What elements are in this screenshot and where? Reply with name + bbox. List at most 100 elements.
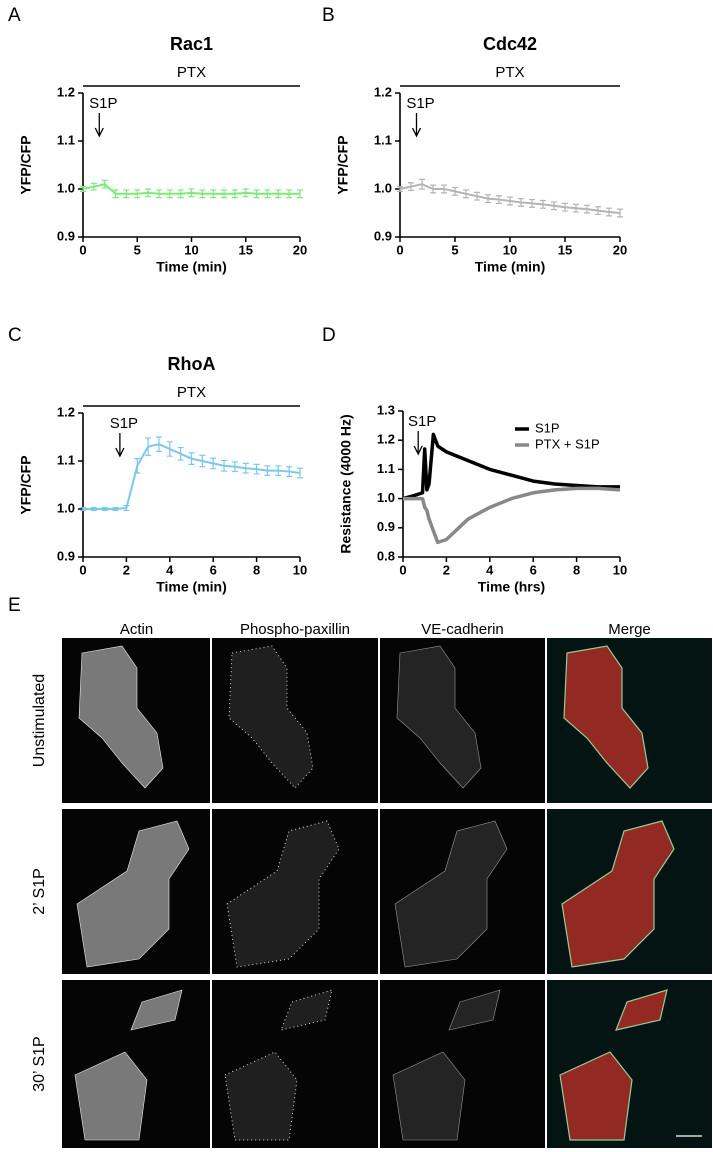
cell-shape bbox=[561, 820, 675, 968]
cell bbox=[448, 989, 501, 1031]
micrograph bbox=[380, 638, 545, 803]
series-line bbox=[83, 443, 301, 510]
x-axis-label: Time (min) bbox=[156, 579, 227, 595]
arrow-head bbox=[411, 127, 422, 138]
micrograph bbox=[212, 809, 378, 974]
column-label: VE-cadherin bbox=[421, 621, 504, 638]
y-tick-label: 1.2 bbox=[57, 404, 75, 419]
cell bbox=[78, 645, 164, 789]
x-tick-label: 0 bbox=[79, 242, 86, 257]
cell bbox=[394, 820, 508, 968]
stimulus-label: S1P bbox=[110, 415, 138, 432]
cell bbox=[563, 645, 649, 789]
x-tick-label: 6 bbox=[530, 562, 537, 577]
cell bbox=[130, 989, 183, 1031]
y-tick-label: 1.2 bbox=[377, 432, 395, 447]
cell bbox=[561, 820, 675, 968]
x-tick-label: 10 bbox=[503, 242, 517, 257]
row-label: 2’ S1P bbox=[31, 868, 48, 915]
cell-shape bbox=[392, 1051, 466, 1141]
y-tick-label: 1.1 bbox=[374, 132, 392, 147]
treatment-label: PTX bbox=[177, 384, 206, 401]
cell-shape bbox=[396, 645, 482, 789]
x-tick-label: 10 bbox=[293, 562, 307, 577]
cell bbox=[559, 1051, 633, 1141]
x-tick-label: 5 bbox=[134, 242, 141, 257]
panel-label: E bbox=[8, 595, 21, 616]
x-tick-label: 0 bbox=[396, 242, 403, 257]
cell-shape bbox=[130, 989, 183, 1031]
y-tick-label: 0.9 bbox=[57, 548, 75, 563]
x-tick-label: 8 bbox=[253, 562, 260, 577]
x-tick-label: 10 bbox=[184, 242, 198, 257]
y-tick-label: 1.0 bbox=[57, 500, 75, 515]
series-line bbox=[403, 486, 621, 545]
y-axis-label: YFP/CFP bbox=[18, 135, 34, 194]
cell-shape bbox=[394, 820, 508, 968]
cell-shape bbox=[615, 989, 668, 1031]
column-label: Actin bbox=[120, 621, 153, 638]
y-tick-label: 0.8 bbox=[377, 548, 395, 563]
micrograph bbox=[380, 809, 545, 974]
x-tick-label: 6 bbox=[210, 562, 217, 577]
treatment-label: PTX bbox=[495, 64, 524, 81]
arrow-head bbox=[115, 447, 125, 458]
y-tick-label: 0.9 bbox=[57, 228, 75, 243]
series-line bbox=[399, 183, 621, 214]
cell bbox=[392, 1051, 466, 1141]
x-axis-label: Time (min) bbox=[475, 259, 546, 275]
cell bbox=[76, 820, 190, 968]
cell-shape bbox=[226, 820, 340, 968]
y-tick-label: 1.0 bbox=[57, 180, 75, 195]
x-axis-label: Time (min) bbox=[156, 259, 227, 275]
stimulus-label: S1P bbox=[408, 413, 436, 430]
x-tick-label: 4 bbox=[166, 562, 174, 577]
x-tick-label: 2 bbox=[443, 562, 450, 577]
x-tick-label: 0 bbox=[399, 562, 406, 577]
treatment-label: PTX bbox=[177, 64, 206, 81]
chart-title: Rac1 bbox=[170, 34, 213, 54]
x-tick-label: 10 bbox=[613, 562, 627, 577]
x-tick-label: 20 bbox=[293, 242, 307, 257]
x-tick-label: 0 bbox=[79, 562, 86, 577]
row-label: Unstimulated bbox=[31, 674, 48, 767]
cell bbox=[224, 1051, 298, 1141]
cell bbox=[226, 820, 340, 968]
y-tick-label: 0.9 bbox=[374, 228, 392, 243]
y-tick-label: 0.9 bbox=[377, 519, 395, 534]
micrograph bbox=[212, 638, 378, 803]
chart-title: RhoA bbox=[168, 354, 216, 374]
cell-shape bbox=[74, 1051, 148, 1141]
cell bbox=[228, 645, 314, 789]
series-line bbox=[402, 432, 620, 501]
panel-label: C bbox=[8, 325, 22, 346]
stimulus-label: S1P bbox=[89, 95, 117, 112]
column-label: Phospho-paxillin bbox=[240, 621, 350, 638]
y-tick-label: 1.1 bbox=[57, 132, 75, 147]
cell-shape bbox=[224, 1051, 298, 1141]
cell bbox=[615, 989, 668, 1031]
row-label: 30’ S1P bbox=[31, 1036, 48, 1091]
chart-title: Cdc42 bbox=[483, 34, 537, 54]
x-tick-label: 15 bbox=[558, 242, 572, 257]
arrow-head bbox=[94, 127, 104, 138]
cell-shape bbox=[563, 645, 649, 789]
micrograph bbox=[212, 980, 378, 1148]
y-tick-label: 1.0 bbox=[374, 180, 392, 195]
y-tick-label: 1.0 bbox=[377, 490, 395, 505]
cell-shape bbox=[76, 820, 190, 968]
column-label: Merge bbox=[608, 621, 651, 638]
panel-label: B bbox=[322, 5, 335, 26]
y-axis-label: YFP/CFP bbox=[18, 455, 34, 514]
cell-shape bbox=[448, 989, 501, 1031]
legend-label: PTX + S1P bbox=[535, 436, 600, 451]
y-tick-label: 1.1 bbox=[377, 461, 395, 476]
y-axis-label: YFP/CFP bbox=[335, 135, 351, 194]
panel-label: A bbox=[8, 5, 21, 26]
stimulus-label: S1P bbox=[406, 95, 434, 112]
cell-shape bbox=[280, 989, 333, 1031]
y-tick-label: 1.2 bbox=[57, 84, 75, 99]
cell bbox=[280, 989, 333, 1031]
cell bbox=[396, 645, 482, 789]
